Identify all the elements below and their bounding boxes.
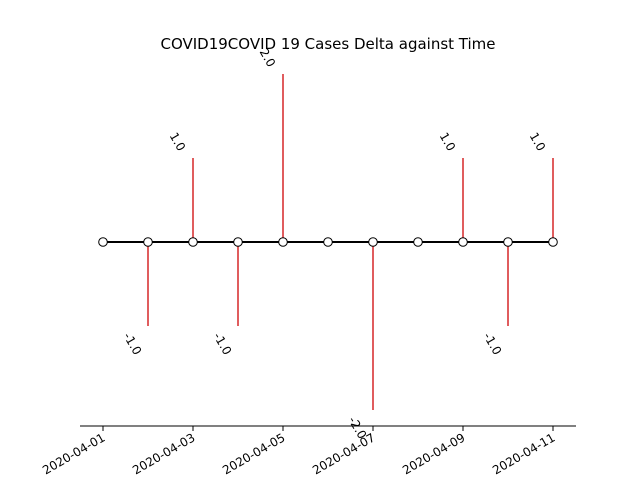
data-label-2020-04-04: -1.0 [211, 330, 235, 357]
x-ticks-group: 2020-04-01 2020-04-03 2020-04-05 2020-04-07… [40, 426, 558, 477]
data-label-2020-04-09: 1.0 [437, 130, 459, 154]
data-label-2020-04-11: 1.0 [527, 130, 549, 154]
marker-2020-04-11 [548, 237, 558, 247]
x-tick-label-2020-04-03: 2020-04-03 [130, 430, 197, 477]
marker-2020-04-02 [143, 237, 153, 247]
data-label-2020-04-02: -1.0 [121, 330, 145, 357]
marker-2020-04-04 [233, 237, 243, 247]
data-labels-group: -1.01.0-1.02.0-2.01.0-1.01.0 [121, 46, 549, 441]
x-tick-label-2020-04-07: 2020-04-07 [310, 430, 377, 477]
marker-2020-04-03 [188, 237, 198, 247]
marker-2020-04-10 [503, 237, 513, 247]
marker-2020-04-01 [98, 237, 108, 247]
marker-2020-04-06 [323, 237, 333, 247]
x-tick-label-2020-04-05: 2020-04-05 [220, 430, 287, 477]
x-tick-label-2020-04-01: 2020-04-01 [40, 430, 107, 477]
chart-title: COVID19COVID 19 Cases Delta against Time [160, 35, 495, 53]
stems-group [147, 74, 554, 410]
data-label-2020-04-10: -1.0 [481, 330, 505, 357]
marker-2020-04-07 [368, 237, 378, 247]
x-tick-label-2020-04-09: 2020-04-09 [400, 430, 467, 477]
marker-2020-04-08 [413, 237, 423, 247]
x-tick-label-2020-04-11: 2020-04-11 [490, 430, 557, 477]
marker-2020-04-05 [278, 237, 288, 247]
markers-group [98, 237, 558, 247]
marker-2020-04-09 [458, 237, 468, 247]
data-label-2020-04-03: 1.0 [167, 130, 189, 154]
